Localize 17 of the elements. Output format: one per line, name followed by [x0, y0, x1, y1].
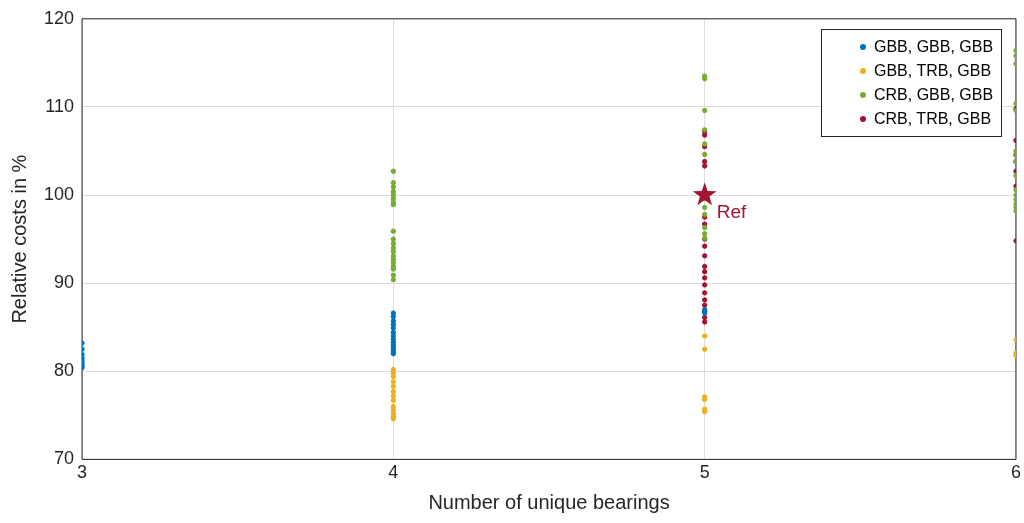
- y-tick-label: 120: [43, 7, 75, 28]
- x-tick-label: 5: [699, 462, 710, 483]
- y-tick-label: 100: [43, 184, 75, 205]
- x-tick-label: 4: [388, 462, 399, 483]
- y-tick-label: 110: [45, 95, 75, 116]
- x-tick-label: 6: [1010, 462, 1021, 483]
- legend-label: CRB, TRB, GBB: [873, 108, 992, 129]
- x-tick-label: 3: [77, 462, 88, 483]
- y-axis-title: Relative costs in %: [7, 154, 30, 324]
- x-axis-title: Number of unique bearings: [428, 490, 670, 513]
- legend-label: CRB, GBB, GBB: [873, 84, 994, 105]
- y-tick-label: 70: [54, 448, 75, 469]
- legend-label: GBB, GBB, GBB: [873, 36, 994, 57]
- series-label: Ref: [716, 201, 747, 223]
- y-tick-label: 90: [54, 272, 75, 293]
- legend-label: GBB, TRB, GBB: [873, 60, 992, 81]
- y-tick-label: 80: [54, 360, 75, 381]
